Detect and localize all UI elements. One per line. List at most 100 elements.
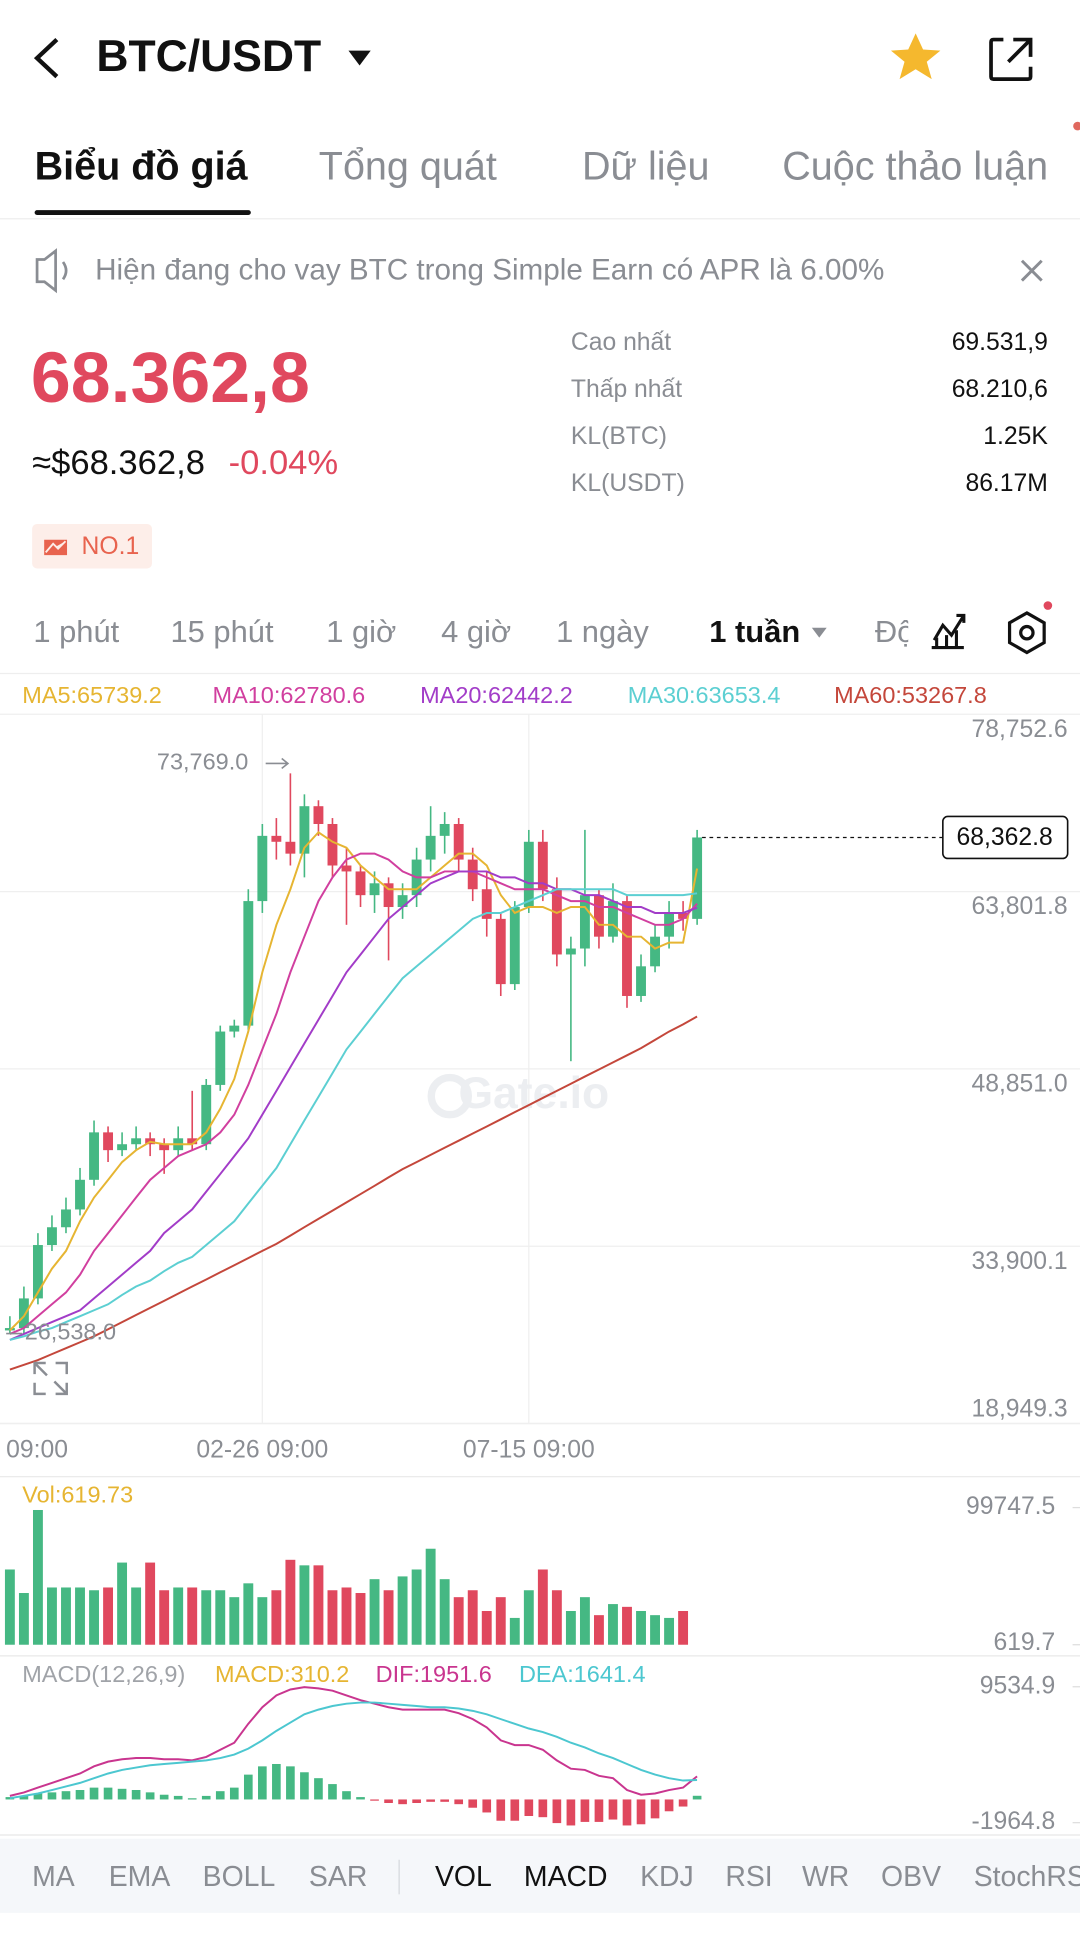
share-icon[interactable] [989, 37, 1033, 81]
tab[interactable]: Dữ liệu [582, 145, 710, 189]
y-tick-label: 619.7 [993, 1629, 1055, 1656]
back-button[interactable] [33, 37, 59, 79]
interval-dropdown[interactable] [811, 627, 827, 638]
indicator-tab[interactable]: RSI [725, 1861, 772, 1893]
macd-histogram [454, 1799, 464, 1805]
interval-tab[interactable]: 1 ngày [556, 614, 649, 649]
volume-bar [481, 1611, 492, 1645]
candle-body [369, 883, 380, 896]
indicator-tab[interactable]: MA [32, 1861, 75, 1893]
candle-body [495, 918, 506, 985]
tab[interactable]: Tổng quát [319, 145, 497, 189]
interval-tab[interactable]: 1 giờ [326, 614, 396, 649]
indicator-tab[interactable]: WR [802, 1861, 849, 1893]
candle-body [425, 835, 436, 860]
indicator-bar [0, 1838, 1080, 1913]
indicator-tab[interactable]: MACD [524, 1861, 608, 1893]
volume-bar [75, 1587, 85, 1645]
macd-histogram [159, 1794, 169, 1800]
volume-bar [32, 1509, 43, 1645]
tab[interactable]: Cuộc thảo luận [782, 145, 1048, 189]
y-tick-label: 33,900.1 [971, 1248, 1067, 1275]
indicator-tab[interactable]: OBV [881, 1861, 941, 1893]
volume-bar [229, 1597, 240, 1645]
indicator-tab[interactable]: VOL [435, 1861, 492, 1893]
candle-body [523, 841, 534, 908]
macd-histogram [229, 1787, 239, 1800]
favorite-star[interactable] [890, 33, 941, 80]
fullscreen-icon[interactable] [33, 1361, 68, 1396]
macd-histogram [286, 1766, 295, 1800]
macd-histogram [496, 1799, 506, 1821]
settings-dot [1043, 601, 1053, 610]
ma-legend: MA20:62442.2 [420, 682, 573, 708]
macd-histogram [272, 1763, 281, 1800]
macd-histogram [468, 1799, 478, 1808]
volume-bar [650, 1615, 660, 1645]
notify-dot [1073, 121, 1080, 131]
macd-histogram [608, 1799, 618, 1820]
volume-bar [285, 1559, 296, 1645]
stat-label: KL(USDT) [571, 470, 685, 497]
candle-body [313, 806, 324, 824]
stat-value: 69.531,9 [952, 329, 1048, 356]
macd-histogram [19, 1795, 29, 1800]
pair-dropdown[interactable] [348, 50, 371, 66]
stat-label: Thấp nhất [571, 376, 682, 403]
volume-bar [467, 1590, 478, 1645]
interval-tab[interactable]: 4 giờ [441, 614, 511, 649]
indicator-tab[interactable]: StochRSI [974, 1861, 1080, 1893]
interval-tab[interactable]: 1 tuần [709, 614, 800, 649]
candle-body [89, 1132, 99, 1180]
candle-body [201, 1084, 212, 1145]
pair-title[interactable]: BTC/USDT [96, 32, 321, 81]
stat-label: KL(BTC) [571, 423, 667, 450]
candle-body [537, 841, 548, 890]
volume-bar [327, 1590, 338, 1645]
macd-legend: DEA:1641.4 [519, 1661, 646, 1687]
volume-bar [622, 1606, 632, 1645]
macd-histogram [440, 1799, 449, 1802]
ma-legend: MA60:53267.8 [834, 682, 987, 708]
indicator-tab[interactable]: KDJ [640, 1861, 694, 1893]
macd-histogram [594, 1799, 604, 1822]
indicator-tab[interactable]: BOLL [203, 1861, 276, 1893]
y-tick-label: 78,752.6 [971, 716, 1067, 743]
volume-bar [664, 1617, 675, 1645]
macd-histogram [356, 1797, 365, 1800]
interval-tab[interactable]: Độ sâu [875, 614, 973, 649]
price-change: -0.04% [229, 444, 339, 482]
volume-bar [636, 1611, 646, 1645]
macd-histogram [258, 1766, 267, 1800]
candle-body [257, 835, 268, 902]
volume-bar [243, 1583, 254, 1645]
macd-histogram [692, 1795, 702, 1800]
indicator-tabs: MA EMA BOLL SAR VOL MACD KDJ RSI WR OBV StochRSI [32, 1861, 1080, 1893]
volume-bar [509, 1617, 520, 1645]
candle-body [215, 1031, 226, 1085]
last-price: 68.362,8 [31, 338, 310, 418]
chart-area: 18,949.3 33,900.1 48,851.0 63,801.8 78,752.6… [0, 682, 1080, 1836]
candle-body [355, 871, 366, 896]
interval-tab[interactable]: 15 phút [171, 614, 274, 649]
settings-icon[interactable] [1007, 611, 1046, 655]
volume-bar [89, 1590, 99, 1645]
indicator-settings[interactable] [931, 613, 966, 650]
macd-histogram [131, 1789, 141, 1800]
candle-body [285, 841, 296, 854]
tab[interactable]: Biểu đồ giá [35, 145, 249, 189]
candle-body [594, 895, 604, 937]
close-notice[interactable] [1020, 259, 1043, 282]
volume-bar [187, 1587, 198, 1645]
interval-tab[interactable]: 1 phút [33, 614, 119, 649]
macd-histogram [187, 1798, 197, 1800]
volume-bar [47, 1587, 57, 1645]
y-tick-label: -1964.8 [971, 1808, 1055, 1835]
volume-bar [215, 1590, 226, 1645]
y-tick-label: 18,949.3 [971, 1395, 1067, 1422]
speaker-icon [35, 248, 68, 294]
indicator-tab[interactable]: SAR [309, 1861, 367, 1893]
candle-body [117, 1144, 128, 1151]
indicator-tab[interactable]: EMA [109, 1861, 171, 1893]
